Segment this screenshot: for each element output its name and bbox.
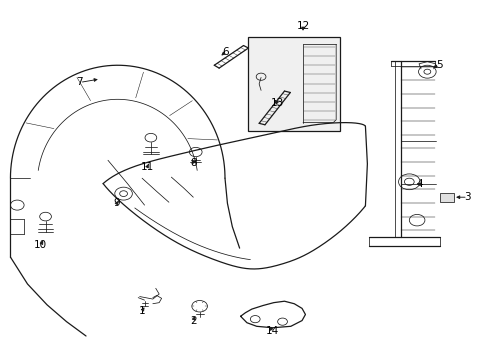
Bar bbox=[439, 193, 453, 202]
Text: 8: 8 bbox=[190, 158, 196, 168]
Text: 12: 12 bbox=[296, 21, 309, 31]
Text: 2: 2 bbox=[190, 316, 196, 325]
Text: 10: 10 bbox=[34, 240, 47, 250]
Text: 5: 5 bbox=[435, 60, 442, 70]
Text: 4: 4 bbox=[416, 179, 423, 189]
Text: 14: 14 bbox=[265, 326, 279, 336]
Text: 7: 7 bbox=[76, 77, 83, 87]
Bar bbox=[248, 37, 339, 131]
Text: 3: 3 bbox=[464, 192, 470, 202]
Text: 13: 13 bbox=[270, 98, 284, 108]
Text: 9: 9 bbox=[113, 198, 120, 208]
Text: 6: 6 bbox=[222, 46, 229, 57]
Text: 11: 11 bbox=[140, 162, 153, 172]
Text: 1: 1 bbox=[139, 306, 145, 316]
